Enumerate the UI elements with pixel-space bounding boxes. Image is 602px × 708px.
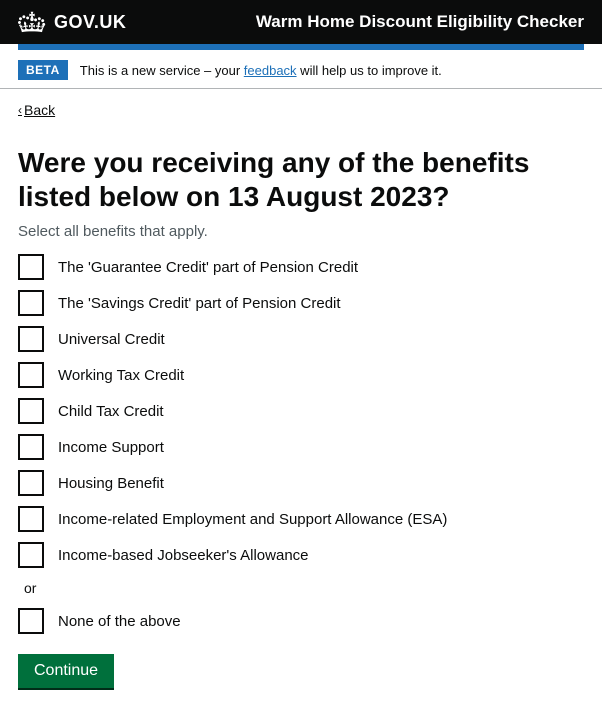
checkbox-label: Income-based Jobseeker's Allowance — [58, 547, 309, 564]
checkbox-item[interactable]: Income-related Employment and Support Al… — [18, 506, 584, 532]
checkbox-box[interactable] — [18, 254, 44, 280]
checkbox-label: Income-related Employment and Support Al… — [58, 511, 447, 528]
checkbox-box[interactable] — [18, 434, 44, 460]
site-header: GOV.UK Warm Home Discount Eligibility Ch… — [0, 0, 602, 44]
back-label: Back — [24, 102, 55, 118]
or-divider: or — [18, 580, 584, 596]
checkbox-label: Housing Benefit — [58, 475, 164, 492]
checkbox-label: The 'Savings Credit' part of Pension Cre… — [58, 295, 341, 312]
checkbox-box[interactable] — [18, 362, 44, 388]
checkbox-box[interactable] — [18, 608, 44, 634]
checkbox-label: Income Support — [58, 439, 164, 456]
checkbox-item[interactable]: Income-based Jobseeker's Allowance — [18, 542, 584, 568]
checkbox-item[interactable]: Child Tax Credit — [18, 398, 584, 424]
checkbox-box[interactable] — [18, 290, 44, 316]
checkbox-box[interactable] — [18, 542, 44, 568]
feedback-link[interactable]: feedback — [244, 63, 297, 78]
checkbox-item[interactable]: Housing Benefit — [18, 470, 584, 496]
checkbox-box[interactable] — [18, 398, 44, 424]
checkbox-box[interactable] — [18, 326, 44, 352]
phase-text-after: will help us to improve it. — [297, 63, 442, 78]
checkbox-label: None of the above — [58, 613, 181, 630]
phase-banner: BETA This is a new service – your feedba… — [0, 50, 602, 89]
checkbox-label: Universal Credit — [58, 331, 165, 348]
phase-text-before: This is a new service – your — [80, 63, 244, 78]
header-left: GOV.UK — [18, 10, 126, 34]
site-logo-text[interactable]: GOV.UK — [54, 12, 126, 33]
page-heading: Were you receiving any of the benefits l… — [18, 146, 584, 213]
checkbox-label: Child Tax Credit — [58, 403, 164, 420]
checkbox-item[interactable]: The 'Guarantee Credit' part of Pension C… — [18, 254, 584, 280]
checkbox-item[interactable]: Income Support — [18, 434, 584, 460]
service-title: Warm Home Discount Eligibility Checker — [256, 12, 584, 32]
chevron-left-icon: ‹ — [18, 103, 22, 117]
checkbox-group: The 'Guarantee Credit' part of Pension C… — [18, 254, 584, 634]
checkbox-box[interactable] — [18, 470, 44, 496]
checkbox-label: The 'Guarantee Credit' part of Pension C… — [58, 259, 358, 276]
checkbox-item[interactable]: The 'Savings Credit' part of Pension Cre… — [18, 290, 584, 316]
crown-icon — [18, 10, 46, 34]
checkbox-item[interactable]: Working Tax Credit — [18, 362, 584, 388]
checkbox-item-none[interactable]: None of the above — [18, 608, 584, 634]
main-content: ‹ Back Were you receiving any of the ben… — [0, 89, 602, 708]
checkbox-item[interactable]: Universal Credit — [18, 326, 584, 352]
continue-button[interactable]: Continue — [18, 654, 114, 688]
phase-tag: BETA — [18, 60, 68, 80]
checkbox-label: Working Tax Credit — [58, 367, 184, 384]
checkbox-box[interactable] — [18, 506, 44, 532]
back-link[interactable]: ‹ Back — [18, 102, 55, 118]
phase-text: This is a new service – your feedback wi… — [80, 63, 442, 78]
hint-text: Select all benefits that apply. — [18, 223, 584, 240]
